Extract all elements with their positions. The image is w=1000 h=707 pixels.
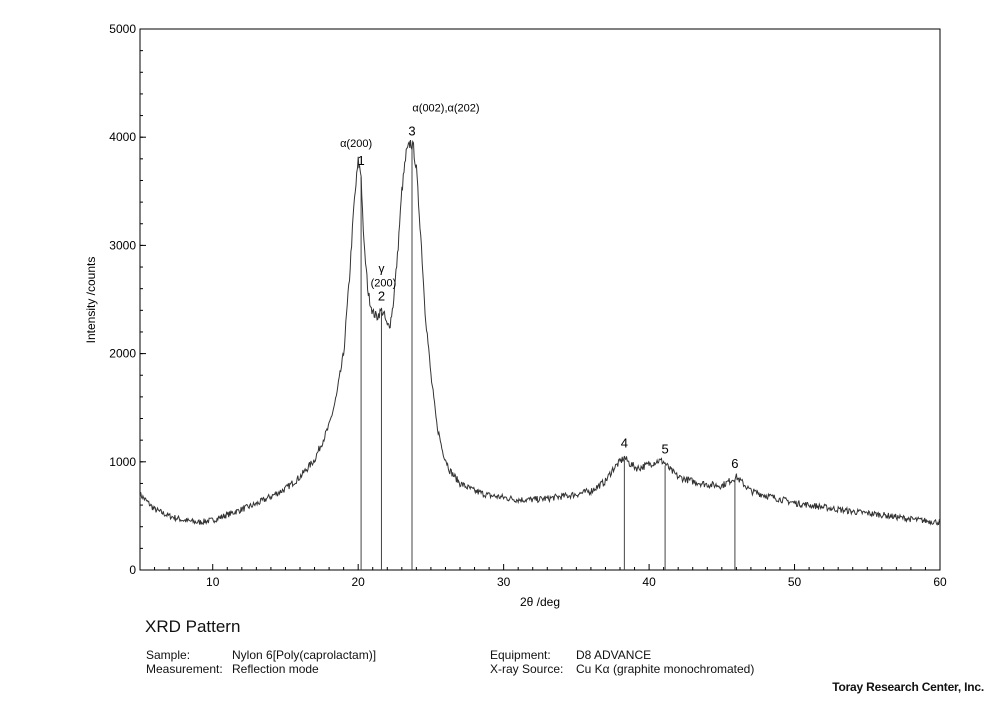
peak-assignment-label: γ [378,261,384,275]
peak-number-label: 3 [408,123,415,138]
source-key: X-ray Source: [490,662,564,676]
x-tick-label: 60 [933,575,947,589]
peak-assignment-label: α(002),α(202) [412,102,479,114]
peak-assignment-label: α(200) [340,138,372,150]
peak-markers [360,147,736,570]
source-value: Cu Kα (graphite monochromated) [576,662,755,676]
x-tick-label: 10 [206,575,220,589]
x-axis-label: 2θ /deg [520,595,560,609]
y-axis: 0 1000 2000 3000 4000 5000 [109,22,146,577]
x-tick-label: 40 [642,575,656,589]
y-axis-label: Intensity /counts [84,257,98,344]
peak-labels: 1 α(200) 2 γ (200) 3 α(002),α(202) 4 5 6 [340,102,738,470]
peak-number-label: 4 [621,435,628,450]
y-tick-label: 0 [129,563,136,577]
peak-number-label: 2 [378,288,385,303]
company-credit: Toray Research Center, Inc. [832,680,984,694]
equipment-key: Equipment: [490,648,551,662]
x-tick-label: 20 [352,575,366,589]
y-tick-label: 2000 [109,347,136,361]
chart-title: XRD Pattern [145,617,241,636]
equipment-value: D8 ADVANCE [576,648,652,662]
measurement-value: Reflection mode [232,662,319,676]
y-tick-label: 1000 [109,455,136,469]
x-tick-label: 30 [497,575,511,589]
y-tick-label: 4000 [109,130,136,144]
measurement-key: Measurement: [146,662,223,676]
x-tick-label: 50 [788,575,802,589]
sample-key: Sample: [146,648,191,662]
xrd-chart: 0 1000 2000 3000 4000 5000 10 20 30 40 50 60 1 α(20… [84,22,947,609]
series-line [139,140,941,526]
x-axis: 10 20 30 40 50 60 [154,564,947,589]
peak-number-label: 5 [661,442,668,457]
plot-frame [139,28,941,571]
sample-value: Nylon 6[Poly(caprolactam)] [232,648,377,662]
peak-number-label: 1 [357,153,364,168]
peak-assignment-label: (200) [371,277,397,289]
y-tick-label: 3000 [109,238,136,252]
peak-number-label: 6 [731,456,738,471]
y-tick-label: 5000 [109,22,136,36]
